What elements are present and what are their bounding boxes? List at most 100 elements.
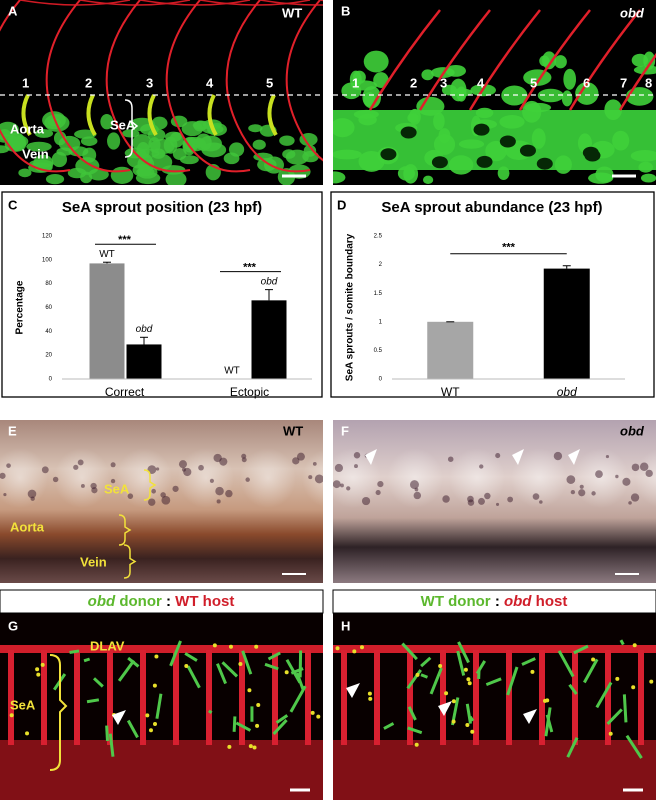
stain xyxy=(631,463,640,472)
panel-letter: A xyxy=(8,3,18,18)
cell xyxy=(563,68,577,90)
stain xyxy=(622,477,631,486)
stain xyxy=(507,496,514,503)
donor-cell xyxy=(568,683,578,695)
stain xyxy=(361,496,371,506)
somite xyxy=(387,448,443,508)
stain xyxy=(73,464,79,470)
overlap xyxy=(465,722,470,727)
overlap xyxy=(438,664,443,669)
cell xyxy=(179,155,199,165)
sprout-number: 1 xyxy=(352,75,359,90)
panel-letter: E xyxy=(8,423,17,438)
overlap xyxy=(255,723,260,728)
image-content xyxy=(333,9,656,185)
stain xyxy=(595,470,603,478)
stain xyxy=(353,452,361,459)
overlap xyxy=(212,643,217,648)
cell xyxy=(422,175,434,185)
overlap xyxy=(227,744,232,749)
cell xyxy=(80,136,98,146)
sea-label: SeA xyxy=(104,481,130,496)
stain xyxy=(308,475,313,480)
y-tick-label: 0.5 xyxy=(374,348,383,354)
somite xyxy=(54,448,110,508)
stain xyxy=(225,489,233,498)
stain xyxy=(340,483,344,488)
sprout-number: 1 xyxy=(22,75,29,90)
overlap xyxy=(256,703,261,708)
sprout-number: 5 xyxy=(266,75,273,90)
cell xyxy=(122,129,140,138)
bar xyxy=(427,321,474,379)
arrowhead xyxy=(112,710,126,725)
hole xyxy=(380,148,397,161)
cell xyxy=(136,167,155,177)
overlap xyxy=(608,731,613,736)
overlap xyxy=(248,744,253,749)
sprout-number: 7 xyxy=(620,75,627,90)
overlap xyxy=(463,667,468,672)
cell xyxy=(264,156,285,174)
sea-label: SeA xyxy=(10,697,36,712)
overlap xyxy=(316,714,321,719)
somite xyxy=(449,448,505,508)
sprout-number: 4 xyxy=(477,75,485,90)
sprout-number: 3 xyxy=(440,75,447,90)
somite xyxy=(178,448,234,508)
header-part: : xyxy=(166,593,171,610)
bar-label: obd xyxy=(261,276,278,287)
sea-vessel xyxy=(74,650,80,745)
y-tick-label: 0 xyxy=(49,377,53,383)
header-part: host xyxy=(536,593,568,610)
cell xyxy=(248,124,263,133)
cell xyxy=(302,150,319,163)
arrowhead xyxy=(365,449,377,465)
brace xyxy=(118,514,132,546)
cell xyxy=(643,51,656,70)
cell xyxy=(363,50,389,73)
cell xyxy=(531,128,546,149)
panel-letter: H xyxy=(341,618,350,633)
stain xyxy=(645,469,653,478)
vessel xyxy=(45,0,131,173)
overlap xyxy=(414,742,419,747)
stain xyxy=(553,451,563,461)
aorta-label: Aorta xyxy=(10,519,45,534)
stain xyxy=(3,493,7,497)
stain xyxy=(110,462,116,468)
donor-cell xyxy=(186,665,201,689)
donor-cell xyxy=(420,673,429,679)
vessel xyxy=(259,0,323,6)
genotype: WT xyxy=(282,5,302,20)
cell xyxy=(181,121,204,137)
donor-cell xyxy=(557,650,575,678)
cell xyxy=(18,168,32,178)
cell xyxy=(358,151,385,172)
stain xyxy=(151,488,156,494)
cell xyxy=(640,173,656,183)
overlap xyxy=(451,699,456,704)
somite xyxy=(240,448,296,508)
overlap xyxy=(310,710,315,715)
overlap xyxy=(152,683,157,688)
stain xyxy=(354,464,358,469)
stain xyxy=(77,459,84,466)
stain xyxy=(245,477,250,482)
donor-cell xyxy=(117,659,136,682)
stain xyxy=(605,454,610,459)
stain xyxy=(0,472,6,479)
donor-cell xyxy=(69,649,80,654)
stain xyxy=(566,475,576,484)
donor-cell xyxy=(622,694,628,723)
image-content xyxy=(0,0,323,185)
vein-label: Vein xyxy=(80,554,107,569)
y-tick-label: 0 xyxy=(379,377,383,383)
donor-cell xyxy=(595,681,613,709)
donor-cell xyxy=(619,639,625,646)
sea-vessel xyxy=(305,650,311,745)
cell xyxy=(407,112,419,123)
donor-cell xyxy=(184,652,198,662)
vessel xyxy=(418,9,491,111)
brace xyxy=(143,469,157,501)
